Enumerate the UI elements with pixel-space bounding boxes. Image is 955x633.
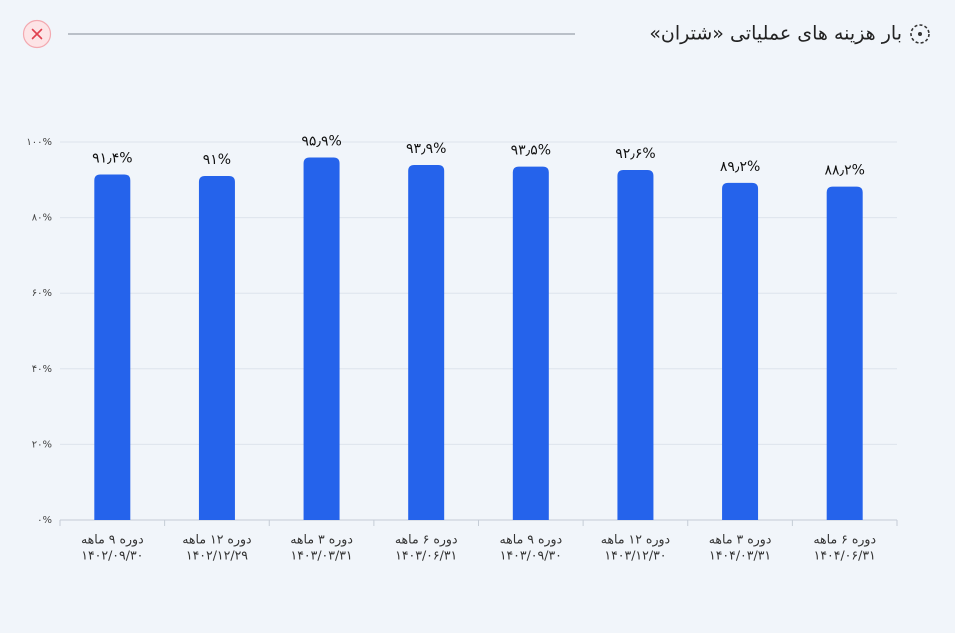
value-label: ۹۱٫۴% — [92, 151, 132, 167]
bar — [94, 174, 131, 520]
close-icon — [31, 28, 43, 40]
icon-ring — [910, 24, 930, 44]
x-tick-label: ۱۴۰۳/۰۹/۳۰ — [500, 548, 562, 563]
bar — [722, 182, 759, 520]
value-label: ۹۵٫۹% — [301, 133, 341, 149]
bar — [826, 186, 863, 520]
x-tick-label: ۱۴۰۴/۰۳/۳۱ — [709, 548, 771, 563]
value-label: ۹۳٫۵% — [511, 143, 551, 159]
value-label: ۹۳٫۹% — [406, 141, 446, 157]
x-tick-label: ۱۴۰۳/۰۳/۳۱ — [290, 548, 352, 563]
x-tick-label: دوره ۹ ماهه — [81, 532, 144, 548]
x-tick-label: ۱۴۰۳/۱۲/۳۰ — [604, 548, 666, 563]
bar — [198, 176, 235, 520]
icon-dot — [918, 32, 922, 36]
y-tick-label: ۴۰% — [32, 364, 52, 375]
x-tick-label: دوره ۳ ماهه — [709, 532, 772, 548]
chart-title: بار هزینه های عملیاتی «شتران» — [649, 23, 902, 45]
x-tick-label: دوره ۱۲ ماهه — [182, 532, 251, 548]
y-tick-label: ۱۰۰% — [26, 137, 52, 148]
x-tick-label: دوره ۹ ماهه — [499, 532, 562, 548]
y-tick-label: ۲۰% — [32, 439, 52, 450]
x-tick-label: دوره ۶ ماهه — [813, 532, 876, 548]
title-icon — [910, 24, 930, 44]
bar — [303, 157, 340, 521]
x-tick-label: ۱۴۰۲/۰۹/۳۰ — [81, 548, 143, 563]
value-label: ۹۱% — [203, 152, 231, 168]
x-tick-label: دوره ۶ ماهه — [395, 532, 458, 548]
bar — [408, 165, 445, 521]
x-tick-label: ۱۴۰۴/۰۶/۳۱ — [814, 548, 876, 563]
bar — [512, 166, 549, 520]
x-tick-label: دوره ۱۲ ماهه — [601, 532, 670, 548]
value-label: ۹۲٫۶% — [615, 146, 655, 162]
y-tick-label: ۶۰% — [32, 288, 52, 299]
close-button[interactable] — [22, 19, 52, 49]
value-label: ۸۹٫۲% — [720, 159, 760, 175]
y-tick-label: ۸۰% — [32, 213, 52, 224]
y-tick-label: ۰% — [37, 515, 52, 526]
x-tick-label: دوره ۳ ماهه — [290, 532, 353, 548]
x-tick-label: ۱۴۰۳/۰۶/۳۱ — [395, 548, 457, 563]
x-tick-label: ۱۴۰۲/۱۲/۲۹ — [186, 548, 248, 563]
value-label: ۸۸٫۲% — [824, 163, 864, 179]
bar — [617, 169, 654, 521]
